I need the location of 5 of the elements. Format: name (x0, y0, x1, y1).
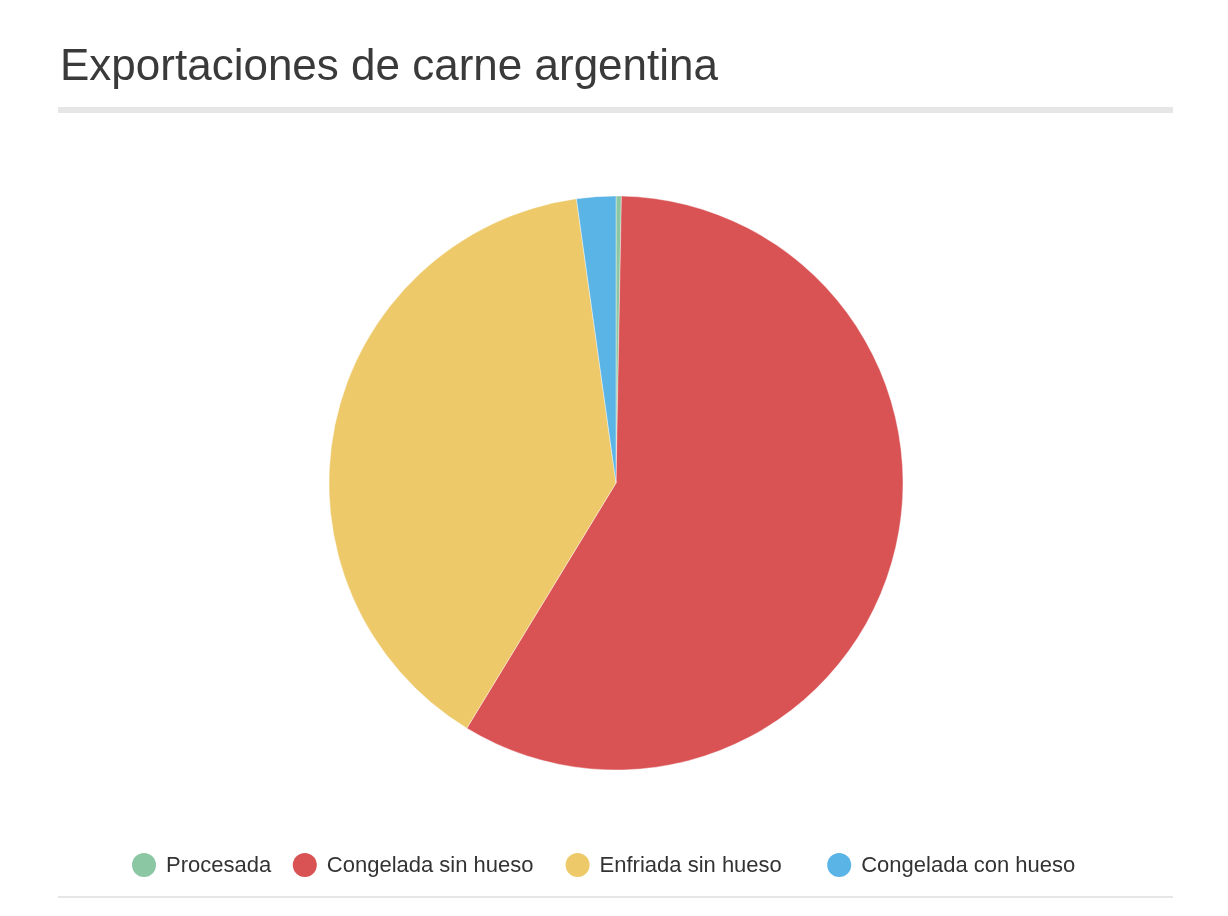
legend-label: Congelada sin hueso (326, 852, 534, 877)
legend-label: Procesada (166, 852, 272, 877)
chart-title: Exportaciones de carne argentina (60, 40, 719, 89)
legend-label: Enfriada sin hueso (599, 852, 782, 877)
legend-label: Congelada con hueso (861, 852, 1076, 877)
